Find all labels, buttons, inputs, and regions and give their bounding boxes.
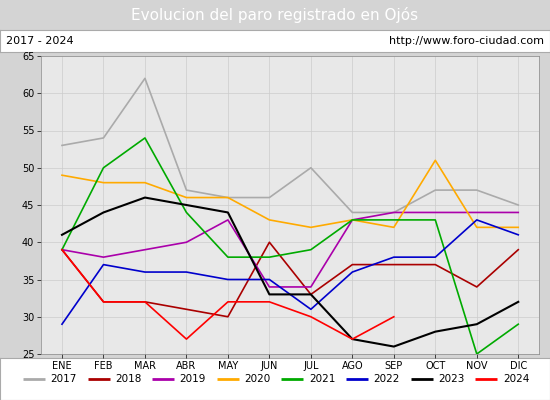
Text: 2017: 2017 — [51, 374, 77, 384]
Text: 2024: 2024 — [503, 374, 529, 384]
Text: 2019: 2019 — [180, 374, 206, 384]
Text: http://www.foro-ciudad.com: http://www.foro-ciudad.com — [389, 36, 544, 46]
Text: 2022: 2022 — [373, 374, 400, 384]
Text: 2023: 2023 — [438, 374, 465, 384]
Text: 2017 - 2024: 2017 - 2024 — [6, 36, 73, 46]
Text: 2018: 2018 — [115, 374, 141, 384]
Text: 2021: 2021 — [309, 374, 336, 384]
Text: 2020: 2020 — [244, 374, 271, 384]
Text: Evolucion del paro registrado en Ojós: Evolucion del paro registrado en Ojós — [131, 7, 419, 23]
